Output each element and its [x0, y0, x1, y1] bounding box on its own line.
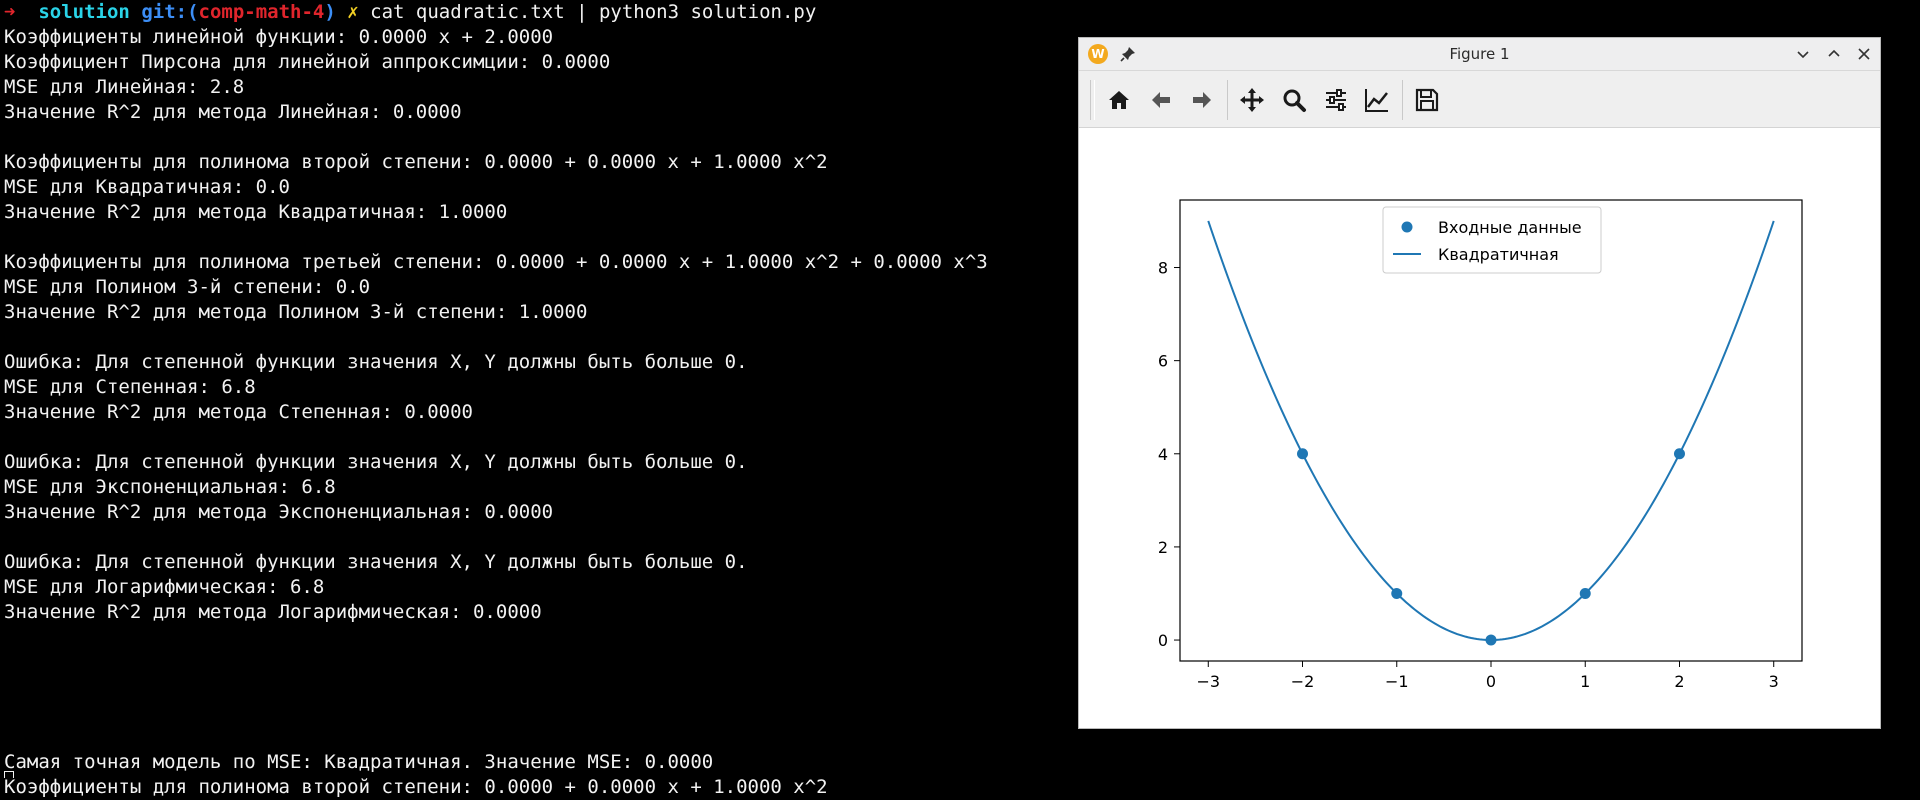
y-tick-label: 6 — [1158, 352, 1168, 371]
save-button[interactable] — [1410, 83, 1444, 117]
prompt-arrow: ➜ — [4, 1, 16, 23]
edit-axis-icon — [1365, 89, 1388, 112]
prompt-git-prefix: git:( — [141, 1, 199, 23]
y-tick-label: 8 — [1158, 259, 1168, 278]
series-line-quadratic — [1207, 220, 1775, 642]
output-line: MSE для Логарифмическая: 6.8 — [4, 576, 325, 598]
maximize-icon[interactable] — [1825, 45, 1843, 63]
data-point — [1297, 448, 1309, 460]
window-titlebar[interactable]: W Figure 1 — [1079, 38, 1880, 71]
output-line: Коэффициенты для полинома второй степени… — [4, 151, 828, 173]
x-tick-label: 1 — [1580, 672, 1590, 691]
configure-subplots-icon — [1326, 89, 1346, 111]
legend-marker-scatter — [1401, 221, 1413, 233]
output-line: Ошибка: Для степенной функции значения X… — [4, 351, 748, 373]
forward-arrow-icon — [1193, 92, 1211, 108]
output-line: Коэффициент Пирсона для линейной аппрокс… — [4, 51, 611, 73]
window-title: Figure 1 — [1449, 45, 1510, 63]
home-button[interactable] — [1102, 83, 1136, 117]
configure-subplots-button[interactable] — [1319, 83, 1353, 117]
plot-canvas[interactable]: −3 −2 −1 0 1 2 3 0 2 4 6 8 Входные данные Квадратична… — [1079, 128, 1880, 728]
data-point — [1579, 587, 1591, 599]
edit-axis-button[interactable] — [1360, 83, 1394, 117]
output-line: Значение R^2 для метода Полином 3-й степ… — [4, 301, 588, 323]
prompt-directory: solution — [38, 1, 130, 23]
x-tick-label: 2 — [1674, 672, 1684, 691]
output-line: Самая точная модель по MSE: Квадратичная… — [4, 751, 714, 773]
navigation-toolbar — [1079, 71, 1880, 128]
x-tick-label: −1 — [1385, 672, 1409, 691]
data-point — [1485, 634, 1497, 646]
forward-button[interactable] — [1185, 83, 1219, 117]
close-icon[interactable] — [1855, 45, 1873, 63]
x-tick-label: −3 — [1196, 672, 1220, 691]
data-point — [1673, 448, 1685, 460]
output-line: MSE для Полином 3-й степени: 0.0 — [4, 276, 371, 298]
output-line: Ошибка: Для степенной функции значения X… — [4, 551, 748, 573]
prompt-git-suffix: ) — [324, 1, 336, 23]
pan-icon — [1240, 88, 1264, 112]
output-line: Коэффициенты для полинома второй степени… — [4, 776, 828, 798]
chart: −3 −2 −1 0 1 2 3 0 2 4 6 8 Входные данные Квадратична… — [1158, 199, 1803, 691]
toolbar-grip[interactable] — [1090, 80, 1095, 120]
output-line: Значение R^2 для метода Экспоненциальная… — [4, 501, 554, 523]
legend-label: Квадратичная — [1438, 245, 1559, 264]
pin-icon[interactable] — [1119, 45, 1137, 63]
output-line: Значение R^2 для метода Логарифмическая:… — [4, 601, 542, 623]
prompt-command: cat quadratic.txt | python3 solution.py — [370, 1, 817, 23]
save-icon — [1415, 88, 1439, 112]
figure-window[interactable]: W Figure 1 — [1078, 37, 1881, 729]
output-line: Значение R^2 для метода Степенная: 0.000… — [4, 401, 473, 423]
output-line: Значение R^2 для метода Квадратичная: 1.… — [4, 201, 508, 223]
y-tick-label: 0 — [1158, 631, 1168, 650]
legend-box — [1382, 206, 1602, 274]
legend-label: Входные данные — [1438, 218, 1582, 237]
back-arrow-icon — [1152, 92, 1170, 108]
output-line: MSE для Экспоненциальная: 6.8 — [4, 476, 336, 498]
y-tick-label: 2 — [1158, 538, 1168, 557]
output-line: MSE для Квадратичная: 0.0 — [4, 176, 290, 198]
toolbar-separator — [1227, 80, 1228, 120]
pan-button[interactable] — [1235, 83, 1269, 117]
prompt-line: ➜ solution git:(comp-math-4) ✗ cat quadr… — [4, 0, 816, 25]
x-tick-label: −2 — [1291, 672, 1315, 691]
output-line: MSE для Линейная: 2.8 — [4, 76, 245, 98]
x-tick-label: 3 — [1769, 672, 1779, 691]
prompt-dirty-marker: ✗ — [347, 1, 359, 23]
output-line: Ошибка: Для степенной функции значения X… — [4, 451, 748, 473]
app-logo-icon: W — [1088, 44, 1108, 64]
toolbar-separator — [1402, 80, 1403, 120]
output-line: Значение R^2 для метода Линейная: 0.0000 — [4, 101, 462, 123]
output-line: Коэффициенты линейной функции: 0.0000 x … — [4, 26, 554, 48]
zoom-icon — [1283, 89, 1306, 112]
back-button[interactable] — [1144, 83, 1178, 117]
data-point — [1391, 587, 1403, 599]
y-tick-label: 4 — [1158, 445, 1168, 464]
prompt-git-branch: comp-math-4 — [198, 1, 325, 23]
home-icon — [1109, 91, 1129, 109]
terminal-cursor — [4, 771, 14, 778]
output-line: Коэффициенты для полинома третьей степен… — [4, 251, 988, 273]
zoom-button[interactable] — [1277, 83, 1311, 117]
output-line: MSE для Степенная: 6.8 — [4, 376, 256, 398]
x-tick-label: 0 — [1486, 672, 1496, 691]
minimize-icon[interactable] — [1794, 45, 1812, 63]
